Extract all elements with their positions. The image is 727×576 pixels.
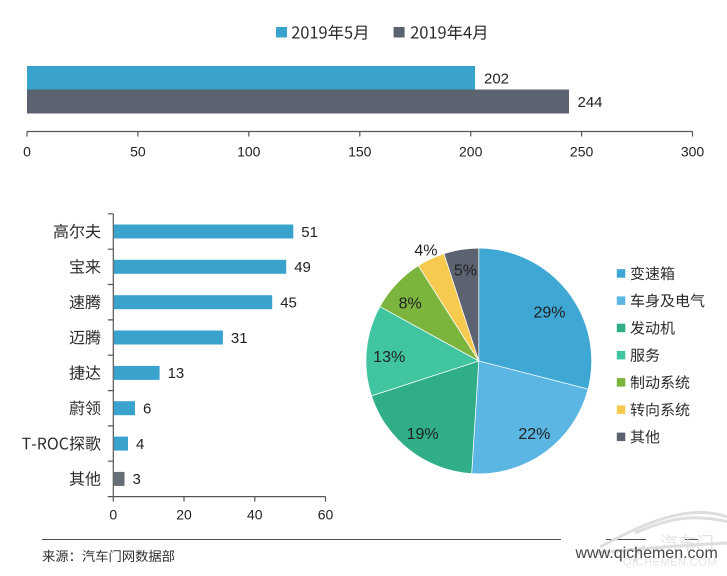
svg-text:31: 31 <box>231 330 248 347</box>
svg-text:60: 60 <box>318 507 334 523</box>
svg-text:19%: 19% <box>407 426 439 443</box>
svg-text:202: 202 <box>484 70 509 87</box>
svg-text:40: 40 <box>247 507 263 523</box>
svg-text:244: 244 <box>578 94 603 111</box>
svg-text:13%: 13% <box>373 349 405 366</box>
svg-text:49: 49 <box>294 259 311 276</box>
svg-text:5%: 5% <box>454 262 477 279</box>
svg-text:250: 250 <box>570 144 594 160</box>
svg-text:45: 45 <box>280 295 297 312</box>
svg-text:QICHEMEN.COM: QICHEMEN.COM <box>623 557 717 569</box>
svg-text:4: 4 <box>136 436 144 453</box>
svg-text:200: 200 <box>459 144 483 160</box>
svg-text:51: 51 <box>301 224 318 241</box>
svg-text:50: 50 <box>130 144 146 160</box>
svg-text:3: 3 <box>133 471 141 488</box>
svg-text:150: 150 <box>348 144 372 160</box>
svg-text:0: 0 <box>109 507 117 523</box>
svg-text:20: 20 <box>176 507 192 523</box>
svg-text:0: 0 <box>23 144 31 160</box>
svg-text:300: 300 <box>681 144 705 160</box>
svg-text:8%: 8% <box>399 296 422 313</box>
svg-text:6: 6 <box>143 401 151 418</box>
svg-text:www.qichemen.com: www.qichemen.com <box>575 545 718 562</box>
svg-text:4%: 4% <box>414 243 437 260</box>
svg-text:22%: 22% <box>518 426 550 443</box>
svg-text:100: 100 <box>237 144 261 160</box>
svg-text:13: 13 <box>168 365 185 382</box>
svg-text:29%: 29% <box>533 305 565 322</box>
